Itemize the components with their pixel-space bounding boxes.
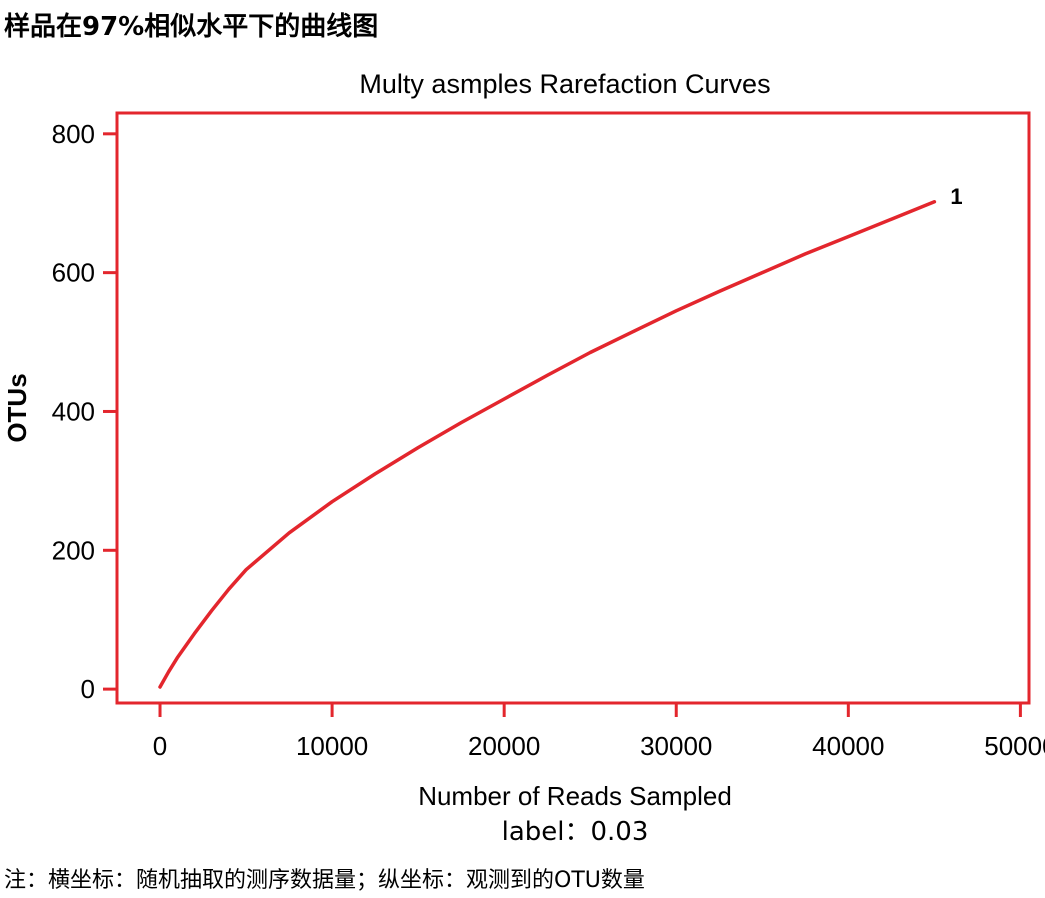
y-tick-label-0: 0 [81, 674, 95, 704]
series-line-0 [158, 200, 937, 689]
chart-title: Multy asmples Rarefaction Curves [359, 69, 770, 99]
x-axis: 0 10000 20000 30000 40000 50000 [153, 703, 1045, 761]
x-axis-sublabel: label：0.03 [502, 817, 649, 847]
axis-note: 注：横坐标：随机抽取的测序数据量；纵坐标：观测到的OTU数量 [4, 868, 645, 893]
x-tick-label-3: 30000 [640, 731, 712, 761]
series-label-0: 1 [950, 184, 962, 209]
y-axis: 0 200 400 600 800 [52, 119, 117, 704]
x-tick-label-2: 20000 [468, 731, 540, 761]
x-tick-label-5: 50000 [984, 731, 1045, 761]
y-tick-label-4: 800 [52, 119, 95, 149]
plot-frame [115, 111, 1031, 705]
x-axis-label: Number of Reads Sampled [418, 781, 732, 811]
page-heading: 样品在97%相似水平下的曲线图 [4, 12, 379, 42]
y-axis-label: OTUs [2, 373, 32, 442]
y-tick-label-1: 200 [52, 535, 95, 565]
y-tick-label-2: 400 [52, 396, 95, 426]
x-tick-label-0: 0 [153, 731, 167, 761]
series-layer: 1 [158, 184, 963, 689]
x-tick-label-1: 10000 [296, 731, 368, 761]
x-tick-label-4: 40000 [812, 731, 884, 761]
y-tick-label-3: 600 [52, 258, 95, 288]
